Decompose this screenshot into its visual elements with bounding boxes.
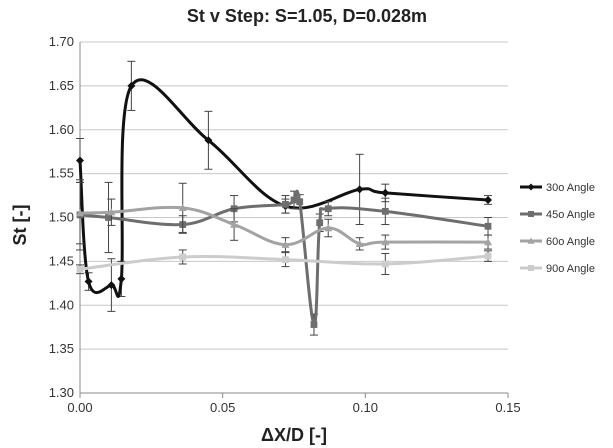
legend-item: 90o Angle: [520, 263, 595, 275]
y-tick-labels: 1.30 1.35 1.40 1.45 1.50 1.55 1.60 1.65 1.70: [49, 34, 74, 400]
y-tick-label: 1.60: [49, 122, 74, 137]
legend-marker: [527, 237, 535, 244]
y-axis-title: St [-]: [10, 205, 30, 246]
data-point: [179, 253, 187, 261]
data-point: [355, 239, 364, 248]
data-point: [484, 195, 493, 204]
data-point: [282, 256, 289, 264]
data-point: [204, 136, 213, 145]
y-tick-label: 1.45: [49, 253, 74, 268]
y-tick-label: 1.55: [49, 166, 74, 181]
data-point: [484, 252, 492, 260]
legend-label: 90o Angle: [546, 263, 595, 275]
data-point: [290, 196, 298, 204]
data-point: [282, 200, 289, 208]
data-point: [76, 209, 84, 217]
data-point: [76, 265, 84, 273]
data-point: [316, 219, 324, 227]
y-tick-label: 1.65: [49, 78, 74, 93]
data-point: [296, 198, 304, 206]
data-point: [178, 203, 187, 212]
legend: 30o Angle 45o Angle 60o Angle 90o Angle: [520, 182, 595, 275]
series-group: [76, 60, 493, 336]
x-tick-labels: 0.00 0.05 0.10 0.15: [67, 400, 520, 415]
legend-label: 60o Angle: [546, 236, 595, 248]
legend-marker: [528, 211, 534, 217]
legend-item: 30o Angle: [520, 182, 595, 194]
y-tick-label: 1.40: [49, 297, 74, 312]
x-tick-label: 0.00: [67, 400, 92, 415]
data-point: [484, 222, 492, 230]
y-tick-label: 1.30: [49, 385, 74, 400]
data-point: [230, 220, 239, 228]
series: [76, 60, 493, 312]
series-line: [78, 78, 489, 298]
chart-title: St v Step: S=1.05, D=0.028m: [187, 6, 427, 26]
data-point: [324, 224, 333, 232]
data-point: [381, 238, 390, 246]
legend-item: 60o Angle: [520, 236, 595, 248]
legend-label: 45o Angle: [546, 209, 595, 221]
x-tick-label: 0.10: [353, 400, 378, 415]
y-tick-label: 1.70: [49, 34, 74, 49]
data-point: [107, 281, 116, 290]
data-point: [324, 205, 332, 213]
data-point: [107, 208, 116, 216]
data-point: [310, 321, 318, 328]
data-point: [381, 260, 389, 268]
series: [76, 249, 493, 276]
data-point: [381, 188, 390, 197]
legend-item: 45o Angle: [520, 209, 595, 221]
legend-marker: [528, 265, 534, 271]
x-tick-label: 0.15: [495, 400, 520, 415]
y-tick-label: 1.50: [49, 210, 74, 225]
legend-label: 30o Angle: [546, 182, 595, 194]
data-point: [105, 214, 112, 221]
series: [76, 181, 493, 253]
data-point: [484, 238, 493, 246]
data-point: [127, 81, 136, 90]
data-point: [117, 274, 126, 283]
legend-marker: [527, 183, 535, 191]
y-tick-label: 1.35: [49, 341, 74, 356]
data-point: [355, 185, 364, 194]
data-point: [281, 240, 290, 248]
data-point: [381, 207, 389, 215]
x-axis-title: ΔX/D [-]: [261, 425, 327, 445]
data-point: [84, 277, 93, 286]
x-tick-label: 0.05: [210, 400, 235, 415]
data-point: [76, 156, 84, 165]
